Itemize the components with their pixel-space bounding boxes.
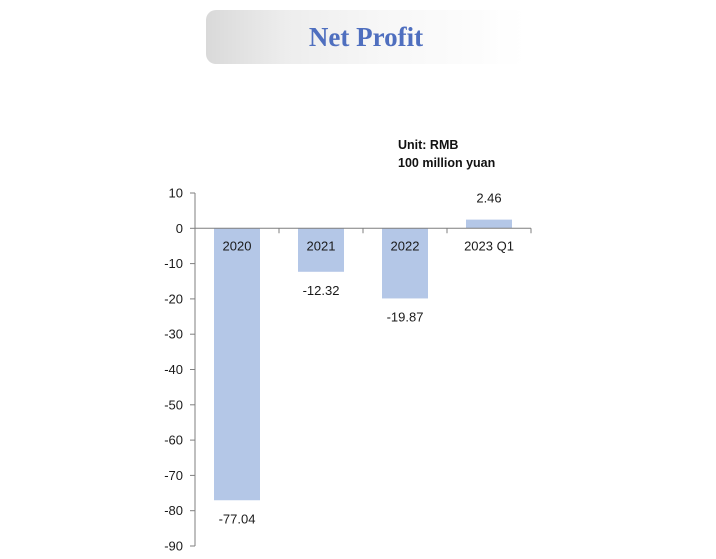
category-label: 2021 xyxy=(307,238,336,253)
category-label: 2022 xyxy=(391,238,420,253)
y-tick-label: 0 xyxy=(176,221,183,236)
data-label: -77.04 xyxy=(219,511,256,526)
unit-label: Unit: RMB 100 million yuan xyxy=(398,136,495,172)
bar xyxy=(214,228,260,501)
y-tick-label: -20 xyxy=(164,291,183,306)
bar xyxy=(298,228,344,272)
category-label: 2020 xyxy=(223,238,252,253)
y-tick-label: -90 xyxy=(164,539,183,554)
data-label: -12.32 xyxy=(303,283,340,298)
y-tick-label: -40 xyxy=(164,362,183,377)
data-label: -19.87 xyxy=(387,309,424,324)
y-tick-label: -50 xyxy=(164,397,183,412)
category-label: 2023 Q1 xyxy=(464,238,514,253)
y-tick-label: -30 xyxy=(164,327,183,342)
unit-label-line-2: 100 million yuan xyxy=(398,156,496,170)
y-tick-label: -10 xyxy=(164,256,183,271)
bar xyxy=(466,219,512,229)
y-tick-label: -80 xyxy=(164,503,183,518)
unit-label-line-1: Unit: RMB xyxy=(398,138,459,152)
y-tick-label: -70 xyxy=(164,468,183,483)
chart-title-banner: Net Profit xyxy=(206,10,526,64)
bar xyxy=(382,228,428,299)
y-tick-label: 10 xyxy=(169,186,183,201)
y-tick-label: -60 xyxy=(164,433,183,448)
chart-title: Net Profit xyxy=(308,21,424,52)
data-label: 2.46 xyxy=(476,191,501,206)
